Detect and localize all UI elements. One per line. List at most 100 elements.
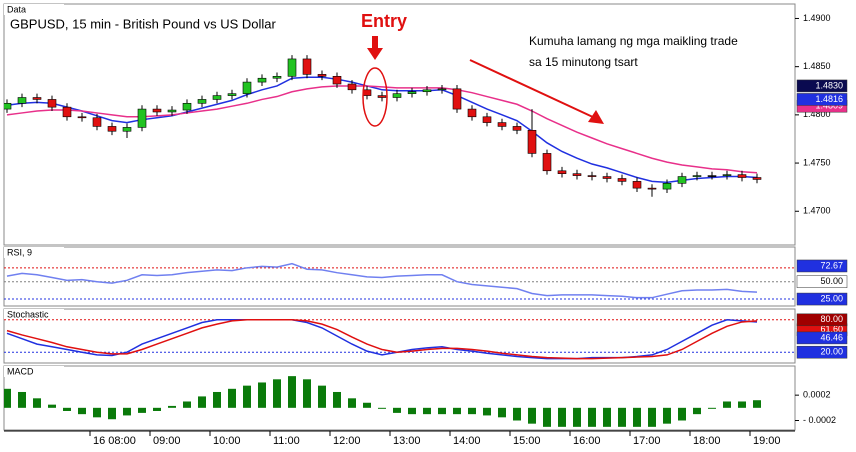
- candle-body: [722, 174, 732, 176]
- histogram-bar: [678, 407, 686, 421]
- x-tick-label: 12:00: [333, 435, 361, 447]
- indicator-line: [6, 76, 758, 184]
- price-badge-label: 80.00: [820, 314, 843, 324]
- histogram-bar: [648, 407, 656, 427]
- candle-body: [242, 81, 252, 94]
- x-tick-label: 19:00: [753, 435, 781, 447]
- panel-label: MACD: [7, 366, 34, 376]
- x-tick-label: 16:00: [573, 435, 601, 447]
- indicator-line: [6, 319, 758, 360]
- histogram-bar: [663, 407, 671, 424]
- candle-body: [347, 83, 357, 91]
- y-tick-label: - 0.0002: [803, 415, 836, 425]
- candle-body: [452, 88, 462, 110]
- histogram-bar: [78, 407, 86, 415]
- histogram-bar: [213, 391, 221, 408]
- histogram-bar: [588, 407, 596, 427]
- price-badge-label: 61.60: [820, 324, 843, 334]
- histogram-bar: [738, 401, 746, 408]
- candle-body: [737, 174, 747, 178]
- histogram-bar: [288, 376, 296, 408]
- candle-body: [17, 97, 27, 104]
- candle-body: [407, 91, 417, 94]
- x-tick-label: 18:00: [693, 435, 721, 447]
- histogram-bar: [693, 407, 701, 415]
- histogram-bar: [303, 379, 311, 408]
- candle-body: [497, 122, 507, 127]
- price-badge: [796, 313, 848, 327]
- candle-body: [167, 109, 177, 113]
- panel: [3, 3, 796, 246]
- candle-body: [377, 95, 387, 98]
- candle-body: [362, 89, 372, 96]
- note-line: sa 15 minutong tsart: [529, 55, 638, 69]
- x-tick-label: 09:00: [153, 435, 181, 447]
- x-tick-label: 10:00: [213, 435, 241, 447]
- histogram-bar: [723, 401, 731, 408]
- panel-label-box: [4, 4, 64, 15]
- histogram-bar: [558, 407, 566, 427]
- histogram-bar: [363, 402, 371, 408]
- candle-body: [467, 108, 477, 118]
- candle-body: [572, 173, 582, 176]
- candle-body: [392, 93, 402, 98]
- candle-body: [107, 126, 117, 132]
- candle-body: [62, 106, 72, 118]
- chart-title: GBPUSD, 15 min - British Pound vs US Dol…: [10, 16, 277, 31]
- plot-area: [4, 55, 762, 197]
- x-tick-label: 13:00: [393, 435, 421, 447]
- candle-body: [317, 74, 327, 77]
- price-badge: [796, 259, 848, 273]
- histogram-bar: [108, 407, 116, 420]
- candle-body: [227, 93, 237, 96]
- plot-area: [4, 376, 761, 427]
- candle-body: [677, 176, 687, 184]
- entry-label: Entry: [361, 11, 407, 31]
- candle-body: [617, 178, 627, 182]
- entry-arrow: [367, 36, 383, 60]
- y-tick-label: 1.4900: [803, 13, 831, 23]
- candle-body: [482, 116, 492, 123]
- candle-body: [647, 187, 657, 190]
- candle-body: [137, 108, 147, 128]
- candle-body: [602, 176, 612, 179]
- histogram-bar: [153, 407, 161, 411]
- candle-body: [527, 129, 537, 154]
- panel-label: Data: [7, 4, 26, 14]
- candle-body: [512, 126, 522, 131]
- candle-body: [92, 117, 102, 127]
- histogram-bar: [198, 396, 206, 408]
- candle-body: [587, 175, 597, 177]
- panel-label: Stochastic: [7, 309, 49, 319]
- candle-body: [4, 102, 12, 110]
- histogram-bar: [33, 398, 41, 408]
- plot-area: [4, 319, 795, 360]
- candle-body: [257, 77, 267, 83]
- panel-label-box: [4, 247, 64, 258]
- price-badge: [796, 93, 848, 106]
- panel: [3, 308, 796, 364]
- histogram-bar: [138, 407, 146, 413]
- panel: [3, 365, 796, 431]
- y-tick-label: 0.0002: [803, 390, 831, 400]
- histogram-bar: [183, 401, 191, 408]
- candle-body: [272, 76, 282, 79]
- candle-body: [302, 58, 312, 75]
- x-tick-label: 15:00: [513, 435, 541, 447]
- candle-body: [752, 177, 762, 180]
- histogram-bar: [378, 407, 386, 409]
- histogram-bar: [453, 407, 461, 415]
- trend-arrow: [469, 59, 596, 119]
- candle-body: [77, 116, 87, 119]
- histogram-bar: [273, 379, 281, 408]
- histogram-bar: [48, 404, 56, 408]
- histogram-bar: [498, 407, 506, 418]
- x-tick-label: 16 08:00: [93, 435, 136, 447]
- note-line: Kumuha lamang ng mga maikling trade: [529, 34, 738, 48]
- histogram-bar: [168, 405, 176, 408]
- histogram-bar: [4, 388, 11, 408]
- candle-body: [197, 99, 207, 104]
- candle-body: [47, 99, 57, 108]
- y-tick-label: 1.4750: [803, 157, 831, 167]
